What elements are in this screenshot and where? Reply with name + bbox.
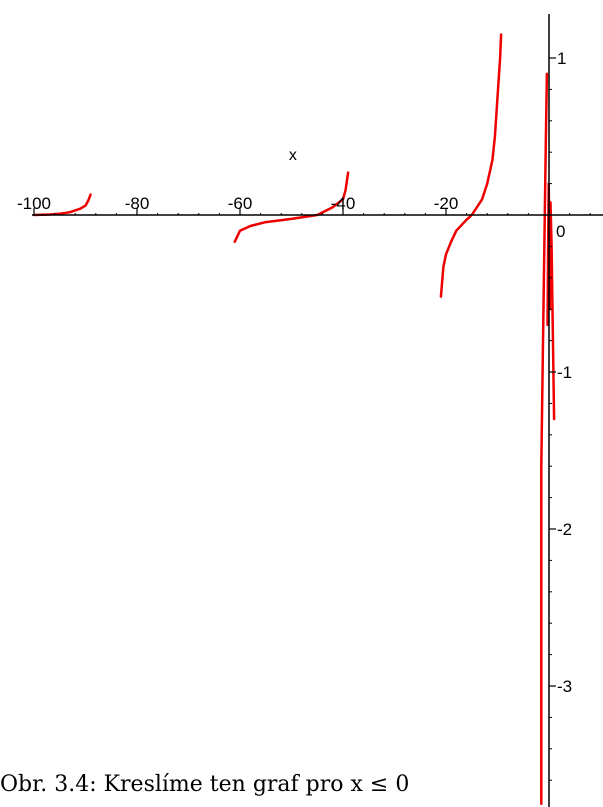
axes: -100 -80 -60 -40 -20 0 1 -1 -2 -3 [17, 14, 603, 807]
x-axis-label: x [289, 147, 297, 164]
y-tick-label: -3 [557, 677, 572, 696]
y-tick-label: -1 [557, 363, 572, 382]
x-tick-label: -40 [331, 194, 356, 213]
x-tick-label: -20 [434, 194, 459, 213]
x-tick-label: -80 [125, 194, 150, 213]
figure-caption: Obr. 3.4: Kreslíme ten graf pro x ≤ 0 [0, 772, 410, 797]
x-tick-label: -100 [17, 194, 51, 213]
curve-branch-6 [549, 201, 556, 421]
x-ticks: -100 -80 -60 -40 -20 0 [17, 194, 565, 241]
y-tick-label: -2 [557, 520, 572, 539]
minor-ticks [33, 57, 591, 781]
x-tick-label: -60 [228, 194, 253, 213]
x-tick-label: 0 [556, 222, 565, 241]
y-ticks: 1 -1 -2 -3 [549, 49, 572, 696]
y-tick-label: 1 [557, 49, 566, 68]
curve-branch-2 [233, 171, 350, 243]
curve-branch-3 [439, 33, 503, 298]
curve-branch-4 [540, 72, 549, 806]
